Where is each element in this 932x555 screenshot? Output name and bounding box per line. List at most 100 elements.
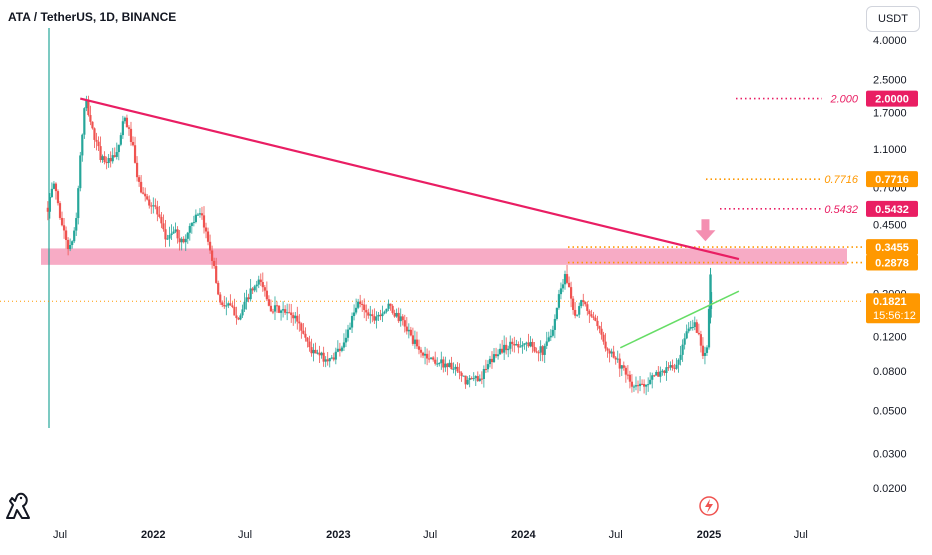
y-axis-tick-label: 1.1000 (873, 144, 907, 156)
candle-body (409, 329, 412, 336)
candle-body (703, 352, 707, 356)
candle-body (643, 383, 646, 387)
candle-body (342, 342, 346, 348)
candle-body (160, 216, 163, 224)
candle-body (208, 241, 212, 251)
candle-body (50, 188, 53, 198)
price-badge: 0.3455 (875, 242, 909, 254)
candle-body (468, 378, 471, 380)
price-badge: 2.0000 (875, 94, 909, 106)
candle-body (488, 358, 492, 365)
candle-body (219, 294, 222, 303)
x-axis-tick-label: Jul (238, 529, 252, 541)
candle-body (361, 304, 364, 306)
candle-body (683, 338, 686, 345)
candle-body (450, 362, 453, 370)
candle-body (628, 374, 632, 382)
candle-body (598, 326, 601, 329)
candle-body (338, 348, 341, 351)
candle-body (253, 286, 256, 291)
price-level-label: 2.000 (829, 94, 858, 106)
candle-body (596, 320, 599, 327)
x-axis-tick-label: 2024 (511, 529, 536, 541)
candle-body (137, 177, 141, 182)
candle-body (553, 318, 556, 330)
candle-body (194, 214, 197, 223)
candle-body (369, 314, 372, 316)
candle-body (527, 342, 530, 347)
candle-body (93, 128, 96, 140)
candle-body (501, 348, 504, 353)
candle-body (267, 299, 270, 306)
candle-body (237, 318, 240, 320)
candle-body (693, 322, 696, 327)
candle-body (622, 365, 625, 368)
price-badge: 0.2878 (875, 258, 909, 270)
candle-body (271, 311, 275, 313)
candle-body (229, 303, 232, 306)
candle-body (606, 348, 609, 351)
candle-body (604, 341, 607, 349)
candle-body (211, 250, 214, 261)
candle-body (699, 334, 702, 346)
candle-body (687, 328, 690, 332)
price-badge-bg (866, 200, 918, 217)
candle-body (525, 342, 528, 344)
candle-body (709, 274, 712, 318)
candle-body (306, 337, 309, 342)
candle-body (486, 364, 490, 370)
currency-button[interactable]: USDT (866, 6, 920, 32)
descending-trendline[interactable] (80, 97, 740, 261)
candle-body (507, 348, 510, 351)
candle-body (612, 351, 615, 358)
ascending-trendline[interactable] (619, 290, 740, 349)
candle-body (503, 344, 506, 353)
candle-body (275, 305, 279, 307)
candle-body (217, 282, 220, 295)
candle-body (99, 146, 102, 160)
candle-body (397, 312, 400, 322)
candle-body (511, 341, 514, 344)
candle-body (277, 305, 281, 313)
candle-body (474, 376, 477, 379)
candle-body (261, 282, 264, 288)
candle-body (273, 305, 277, 312)
candle-body (616, 358, 619, 360)
candle-body (614, 357, 617, 360)
candle-body (296, 315, 299, 322)
candle-body (632, 386, 636, 388)
candle-body (316, 352, 319, 354)
candle-body (634, 385, 638, 387)
candle-body (357, 301, 360, 308)
x-axis-tick-label: 2025 (697, 529, 721, 541)
candle-body (673, 367, 676, 369)
candle-body (95, 139, 98, 142)
candle-body (227, 303, 230, 306)
candle-body (330, 357, 333, 359)
candle-body (85, 99, 88, 109)
candle-body (519, 346, 522, 348)
countdown-timer: 15:56:12 (873, 310, 916, 322)
candle-body (647, 384, 650, 386)
candle-body (168, 235, 171, 239)
chart-title: ATA / TetherUS, 1D, BINANCE (8, 10, 177, 24)
candle-body (121, 121, 124, 136)
candle-body (638, 383, 642, 387)
candle-body (162, 223, 165, 230)
candle-body (413, 339, 417, 344)
candle-body (91, 121, 94, 129)
candle-body (653, 375, 656, 377)
candle-body (241, 309, 244, 316)
candle-body (559, 288, 563, 295)
lightning-icon[interactable] (699, 496, 719, 516)
lightning-icon-glyph (705, 499, 713, 513)
candle-body (608, 350, 611, 354)
candle-body (243, 301, 246, 310)
candle-body (302, 330, 305, 334)
price-badge: 0.5432 (875, 204, 909, 216)
candle-body (665, 367, 668, 374)
candle-body (231, 305, 234, 307)
tradingview-dino-icon[interactable] (4, 488, 34, 527)
